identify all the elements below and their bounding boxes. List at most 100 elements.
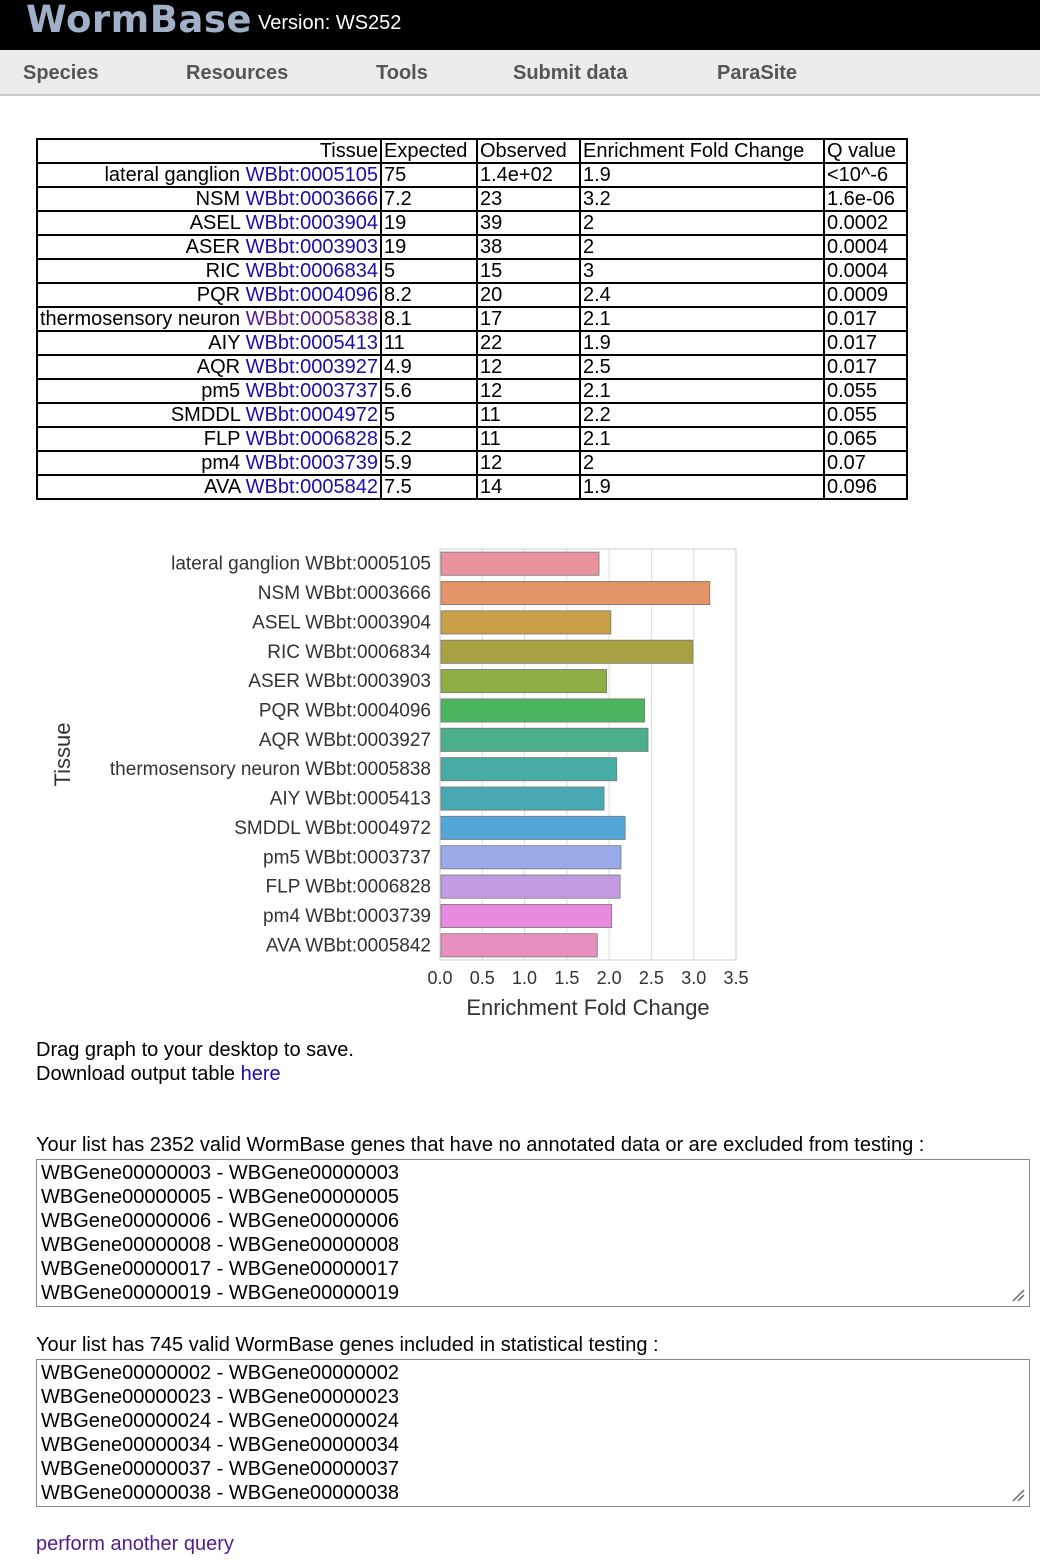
tissue-id-link[interactable]: WBbt:0005842 (245, 476, 378, 498)
nav-tools[interactable]: Tools (376, 62, 428, 84)
tissue-id-link[interactable]: WBbt:0005838 (245, 308, 378, 330)
tissue-name: ASEL (189, 212, 241, 234)
tissue-name: lateral ganglion (104, 164, 241, 186)
tissue-cell: RIC WBbt:0006834 (36, 258, 382, 284)
x-tick-label: 2.0 (597, 968, 622, 988)
observed-cell: 23 (476, 186, 581, 212)
expected-cell: 8.2 (380, 282, 478, 308)
q-value-cell: 0.0002 (823, 210, 908, 236)
download-text: Download output table (36, 1063, 241, 1085)
included-genes-list: WBGene00000002 - WBGene00000002 WBGene000… (41, 1361, 1025, 1505)
col-fold-change: Enrichment Fold Change (579, 138, 825, 164)
tissue-name: pm4 (201, 452, 241, 474)
download-here-link[interactable]: here (240, 1063, 281, 1085)
gene-line: WBGene00000023 - WBGene00000023 (41, 1386, 400, 1408)
tissue-cell: thermosensory neuron WBbt:0005838 (36, 306, 382, 332)
expected-cell: 5 (380, 402, 478, 428)
tissue-cell: FLP WBbt:0006828 (36, 426, 382, 452)
tissue-name: AIY (208, 332, 241, 354)
q-value-cell: 0.0004 (823, 258, 908, 284)
resize-handle-icon[interactable] (1011, 1288, 1025, 1302)
expected-cell: 11 (380, 330, 478, 356)
gene-line: WBGene00000002 - WBGene00000002 (41, 1362, 400, 1384)
tissue-id-link[interactable]: WBbt:0003739 (245, 452, 378, 474)
bar (440, 845, 622, 870)
fold-change-cell: 2.4 (579, 282, 825, 308)
tissue-id-link[interactable]: WBbt:0003904 (245, 212, 378, 234)
expected-cell: 5.2 (380, 426, 478, 452)
tissue-id-link[interactable]: WBbt:0005413 (245, 332, 378, 354)
tissue-id-link[interactable]: WBbt:0004096 (245, 284, 378, 306)
table-row: pm5 WBbt:0003737 5.6 12 2.1 0.055 (36, 378, 908, 404)
excluded-genes-label: Your list has 2352 valid WormBase genes … (36, 1134, 925, 1156)
y-tick-label: AQR WBbt:0003927 (259, 730, 431, 751)
expected-cell: 5.6 (380, 378, 478, 404)
tissue-name: RIC (205, 260, 241, 282)
bar (440, 698, 646, 723)
fold-change-cell: 3 (579, 258, 825, 284)
expected-cell: 8.1 (380, 306, 478, 332)
wormbase-logo[interactable]: WormBase (26, 0, 252, 41)
tissue-name: AQR (196, 356, 241, 378)
nav-species[interactable]: Species (23, 62, 99, 84)
table-row: pm4 WBbt:0003739 5.9 12 2 0.07 (36, 450, 908, 476)
nav-parasite[interactable]: ParaSite (717, 62, 798, 84)
y-tick-label: ASER WBbt:0003903 (248, 671, 431, 692)
download-note: Download output table here (36, 1063, 281, 1086)
tissue-id-link[interactable]: WBbt:0003903 (245, 236, 378, 258)
tissue-id-link[interactable]: WBbt:0003737 (245, 380, 378, 402)
fold-change-cell: 2.5 (579, 354, 825, 380)
x-axis-label: Enrichment Fold Change (466, 995, 709, 1020)
q-value-cell: 0.07 (823, 450, 908, 476)
col-expected: Expected (380, 138, 478, 164)
excluded-genes-textarea[interactable]: WBGene00000003 - WBGene00000003 WBGene000… (36, 1159, 1030, 1307)
resize-handle-icon[interactable] (1011, 1488, 1025, 1502)
y-tick-label: SMDDL WBbt:0004972 (234, 818, 431, 839)
table-row: NSM WBbt:0003666 7.2 23 3.2 1.6e-06 (36, 186, 908, 212)
tissue-cell: NSM WBbt:0003666 (36, 186, 382, 212)
tissue-cell: pm5 WBbt:0003737 (36, 378, 382, 404)
nav-submit-data[interactable]: Submit data (513, 62, 628, 84)
observed-cell: 14 (476, 474, 581, 500)
table-row: ASEL WBbt:0003904 19 39 2 0.0002 (36, 210, 908, 236)
y-tick-label: pm4 WBbt:0003739 (263, 906, 431, 927)
bar (440, 815, 626, 840)
bar (440, 669, 608, 694)
tissue-id-link[interactable]: WBbt:0006828 (245, 428, 378, 450)
enrichment-bar-chart[interactable]: 0.0 0.5 1.0 1.5 2.0 2.5 3.0 3.5 lateral ganglion… (0, 540, 1040, 1020)
y-axis-label: Tissue (50, 723, 75, 787)
excluded-genes-list: WBGene00000003 - WBGene00000003 WBGene000… (41, 1161, 1025, 1305)
observed-cell: 38 (476, 234, 581, 260)
plot-frame (439, 548, 737, 961)
table-header-row: Tissue Expected Observed Enrichment Fold… (36, 138, 908, 164)
tissue-cell: SMDDL WBbt:0004972 (36, 402, 382, 428)
x-tick-label: 2.5 (639, 968, 664, 988)
gene-line: WBGene00000034 - WBGene00000034 (41, 1434, 400, 1456)
q-value-cell: 0.055 (823, 378, 908, 404)
tissue-id-link[interactable]: WBbt:0004972 (245, 404, 378, 426)
tissue-id-link[interactable]: WBbt:0003666 (245, 188, 378, 210)
tissue-name: pm5 (201, 380, 241, 402)
table-row: FLP WBbt:0006828 5.2 11 2.1 0.065 (36, 426, 908, 452)
observed-cell: 20 (476, 282, 581, 308)
bar (440, 727, 649, 752)
bar (440, 581, 711, 606)
observed-cell: 39 (476, 210, 581, 236)
table-row: lateral ganglion WBbt:0005105 75 1.4e+02 1.… (36, 162, 908, 188)
table-row: RIC WBbt:0006834 5 15 3 0.0004 (36, 258, 908, 284)
tissue-id-link[interactable]: WBbt:0003927 (245, 356, 378, 378)
perform-another-query-link[interactable]: perform another query (36, 1533, 234, 1555)
nav-resources[interactable]: Resources (186, 62, 289, 84)
observed-cell: 12 (476, 354, 581, 380)
observed-cell: 15 (476, 258, 581, 284)
gene-line: WBGene00000005 - WBGene00000005 (41, 1186, 400, 1208)
tissue-name: FLP (203, 428, 241, 450)
q-value-cell: 0.055 (823, 402, 908, 428)
tissue-id-link[interactable]: WBbt:0005105 (245, 164, 378, 186)
y-tick-label: ASEL WBbt:0003904 (252, 612, 431, 633)
gene-line: WBGene00000038 - WBGene00000038 (41, 1482, 400, 1504)
bar (440, 933, 598, 958)
tissue-id-link[interactable]: WBbt:0006834 (245, 260, 378, 282)
included-genes-textarea[interactable]: WBGene00000002 - WBGene00000002 WBGene000… (36, 1359, 1030, 1507)
q-value-cell: 0.065 (823, 426, 908, 452)
